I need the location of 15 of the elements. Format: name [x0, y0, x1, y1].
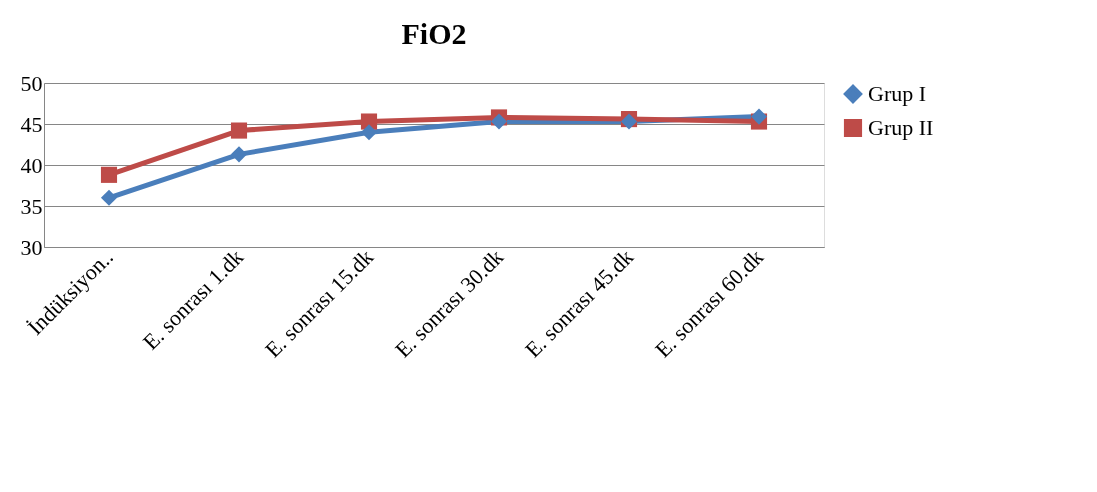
point: [100, 189, 118, 206]
point: [490, 113, 508, 130]
chart-title: FiO2: [401, 17, 467, 50]
y-tick-label: 30: [20, 234, 43, 260]
y-tick-label: 35: [20, 193, 43, 219]
point: [230, 122, 248, 139]
point: [230, 146, 248, 163]
y-tick-label: 40: [20, 152, 43, 178]
legend-label: Grup I: [868, 81, 927, 106]
point: [360, 124, 378, 141]
y-tick-label: 50: [20, 70, 43, 96]
legend-label: Grup II: [868, 115, 934, 140]
point: [750, 108, 768, 125]
y-tick-label: 45: [20, 111, 43, 137]
point: [100, 166, 118, 183]
